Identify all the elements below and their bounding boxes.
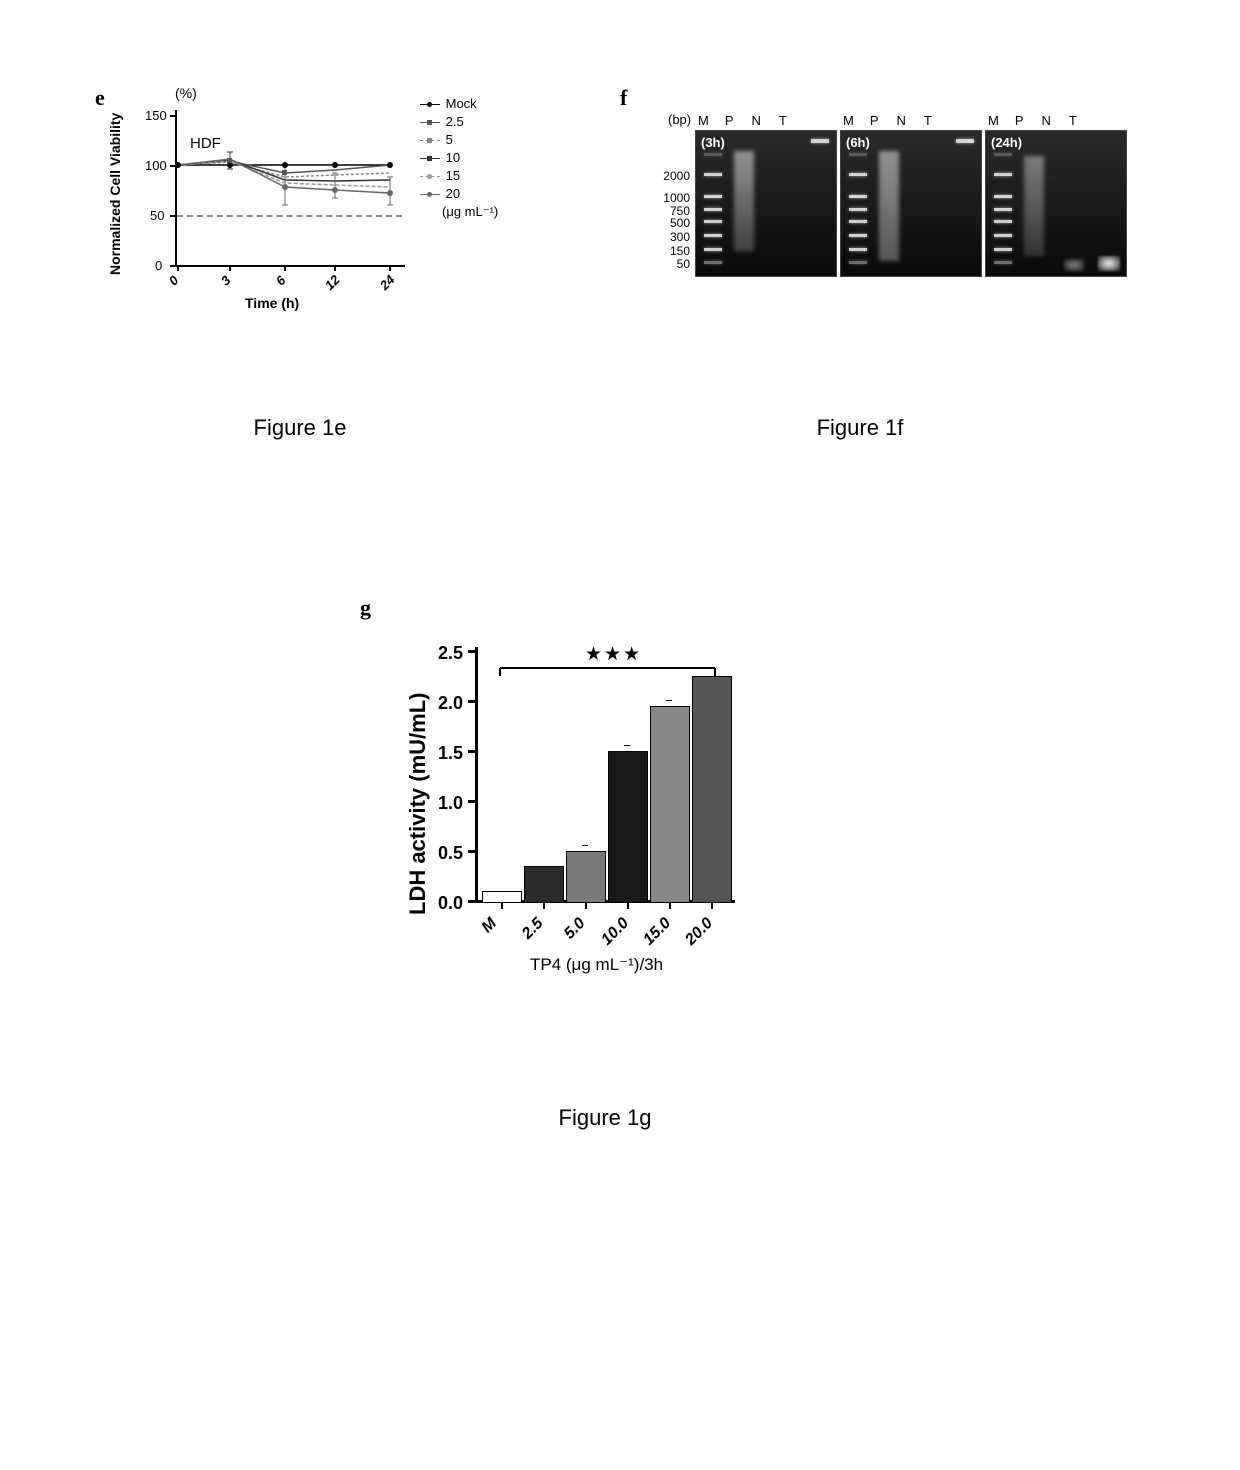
caption-1f: Figure 1f xyxy=(760,415,960,441)
panel-e-label: e xyxy=(95,85,105,111)
legend-15: 15 xyxy=(420,167,498,185)
gel-24h: (24h) xyxy=(985,130,1127,277)
x-axis-label: Time (h) xyxy=(245,295,299,311)
gel-time-24h: (24h) xyxy=(991,135,1022,150)
legend-2-5: 2.5 xyxy=(420,113,498,131)
bar-ytick-10: 1.0 xyxy=(438,793,463,814)
legend-20: 20 xyxy=(420,185,498,203)
bar-xtick-15-0: 15.0 xyxy=(640,915,675,950)
gel-lanes-3: MPNT xyxy=(988,113,1077,128)
bar-10-0 xyxy=(608,751,648,903)
line-chart: 0 50 100 150 HDF xyxy=(150,105,410,280)
y-axis-label: Normalized Cell Viability xyxy=(107,113,123,275)
line-plot-svg xyxy=(150,105,410,280)
bp-label: (bp) xyxy=(668,112,691,127)
bar-x-axis-label: TP4 (μg mL⁻¹)/3h xyxy=(530,955,663,975)
gel-6h: (6h) xyxy=(840,130,982,277)
panel-f-label: f xyxy=(620,85,627,111)
bar-ytick-0: 0.0 xyxy=(438,893,463,914)
gel-time-3h: (3h) xyxy=(701,135,725,150)
bar-xtick-2-5: 2.5 xyxy=(519,915,547,943)
yaxis-unit: (%) xyxy=(175,85,197,101)
bar-20-0 xyxy=(692,676,732,903)
legend: Mock 2.5 5 10 15 20 (μg mL⁻¹) xyxy=(420,95,498,221)
legend-mock: Mock xyxy=(420,95,498,113)
panel-g-label: g xyxy=(360,595,371,621)
gel-lanes-2: MPNT xyxy=(843,113,932,128)
bar-y-axis-label: LDH activity (mU/mL) xyxy=(405,693,431,915)
bar-xtick-M: M xyxy=(479,915,501,937)
caption-1g: Figure 1g xyxy=(505,1105,705,1131)
significance-stars: ★★★ xyxy=(585,643,642,666)
legend-10: 10 xyxy=(420,149,498,167)
bar-ytick-05: 0.5 xyxy=(438,843,463,864)
bar-2-5 xyxy=(524,866,564,903)
bar-15-0 xyxy=(650,706,690,903)
caption-1e: Figure 1e xyxy=(200,415,400,441)
bar-xtick-20-0: 20.0 xyxy=(682,915,717,950)
bar-chart: 0.0 0.5 1.0 1.5 2.0 2.5 ★★★ xyxy=(430,635,760,955)
legend-unit: (μg mL⁻¹) xyxy=(442,203,498,221)
gel-3h: (3h) xyxy=(695,130,837,277)
bar-ytick-15: 1.5 xyxy=(438,743,463,764)
bar-5-0 xyxy=(566,851,606,903)
legend-5: 5 xyxy=(420,131,498,149)
gel-lanes-1: MPNT xyxy=(698,113,787,128)
bar-M xyxy=(482,891,522,903)
bar-xtick-10-0: 10.0 xyxy=(598,915,633,950)
gel-time-6h: (6h) xyxy=(846,135,870,150)
bar-xtick-5-0: 5.0 xyxy=(561,915,589,943)
